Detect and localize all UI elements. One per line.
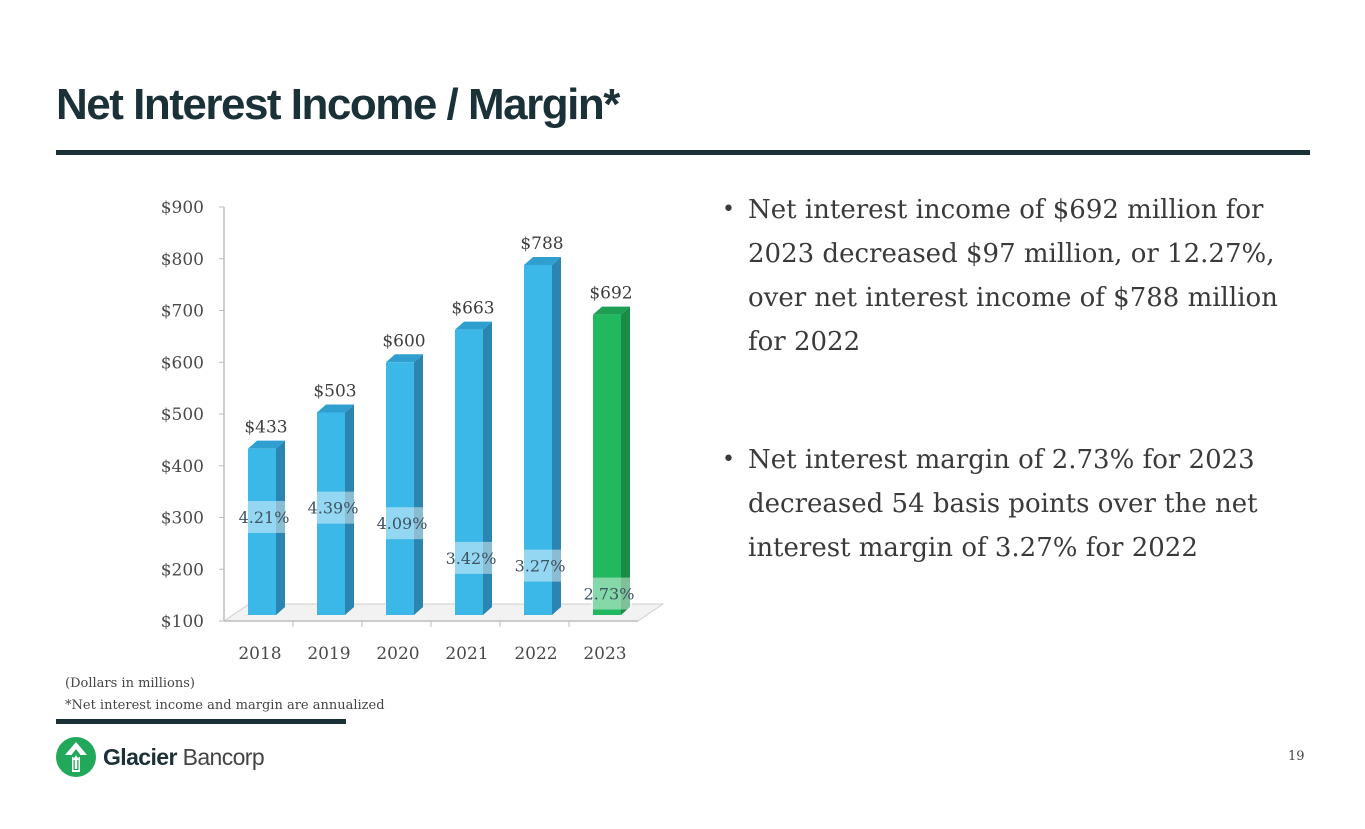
x-tick-label: 2018 [238,644,281,664]
bar-side [414,354,423,615]
margin-band [384,507,425,540]
bar-2018 [248,448,276,615]
margin-label: 2.73% [584,585,635,604]
bar-top [524,256,561,265]
bar-side [345,404,354,615]
y-tick-label: $600 [161,353,204,373]
bar-2019 [317,412,345,615]
brand-logo: Glacier Bancorp [55,736,265,778]
x-tick-label: 2021 [445,644,488,664]
bar-side [276,440,285,615]
net-interest-income-chart: $100 $200 $300 $400 $500 $600 $700 $800 $900 2018… [161,198,665,664]
bar-value-label: $503 [313,381,356,401]
brand-name: Glacier Bancorp [103,743,265,771]
y-tick-label: $100 [161,612,204,632]
bar-top [593,306,630,315]
glacier-arrow-logo-icon [56,737,96,777]
y-tick-label: $900 [161,198,204,218]
margin-label: 4.21% [239,508,290,527]
bar-side [483,321,492,615]
footnote-units: (Dollars in millions) [65,676,195,691]
margin-band [246,500,287,533]
margin-label: 3.27% [515,557,566,576]
margin-band [591,577,632,610]
slide-title: Net Interest Income / Margin* [56,80,620,129]
bullet-item: • Net interest margin of 2.73% for 2023 … [722,438,1322,570]
margin-label: 4.09% [377,514,428,533]
bar-2020 [386,362,414,615]
bar-top [386,354,423,363]
y-tick-label: $500 [161,405,204,425]
bar-top [248,440,285,449]
bar-2021 [455,329,483,615]
bullet-dot: • [722,197,735,222]
bar-value-label: $788 [520,234,563,254]
margin-band [522,549,563,582]
bar-value-label: $433 [244,418,287,438]
x-tick-label: 2019 [307,644,350,664]
bullet-dot: • [722,447,735,472]
y-tick-label: $300 [161,509,204,529]
margin-label: 4.39% [308,499,359,518]
y-tick-label: $800 [161,250,204,270]
bar-side [552,256,561,615]
bar-top [455,321,492,330]
x-tick-label: 2022 [514,644,557,664]
bullet-text-income: Net interest income of $692 million for … [748,195,1278,357]
y-tick-label: $700 [161,302,204,322]
bullet-item: • Net interest income of $692 million fo… [722,188,1322,364]
y-tick-label: $200 [161,560,204,580]
margin-label: 3.42% [446,549,497,568]
page-number: 19 [1288,749,1305,764]
bar-2023 [593,314,621,615]
bar-2022 [524,264,552,615]
bar-top [317,404,354,413]
title-divider [56,150,1310,155]
x-tick-label: 2020 [376,644,419,664]
margin-band [453,541,494,574]
bar-value-label: $663 [451,299,494,319]
footer-divider [56,719,346,724]
bar-side [621,306,630,615]
bar-value-label: $692 [589,284,632,304]
x-tick-label: 2023 [583,644,626,664]
margin-band [315,491,356,524]
footnote-annualized: *Net interest income and margin are annu… [65,698,385,713]
y-tick-label: $400 [161,457,204,477]
bar-value-label: $600 [382,331,425,351]
bullet-list: • Net interest income of $692 million fo… [722,188,1322,570]
brand-name-light: Bancorp [176,743,265,770]
brand-name-bold: Glacier [103,743,177,770]
bullet-text-margin: Net interest margin of 2.73% for 2023 de… [748,445,1258,563]
